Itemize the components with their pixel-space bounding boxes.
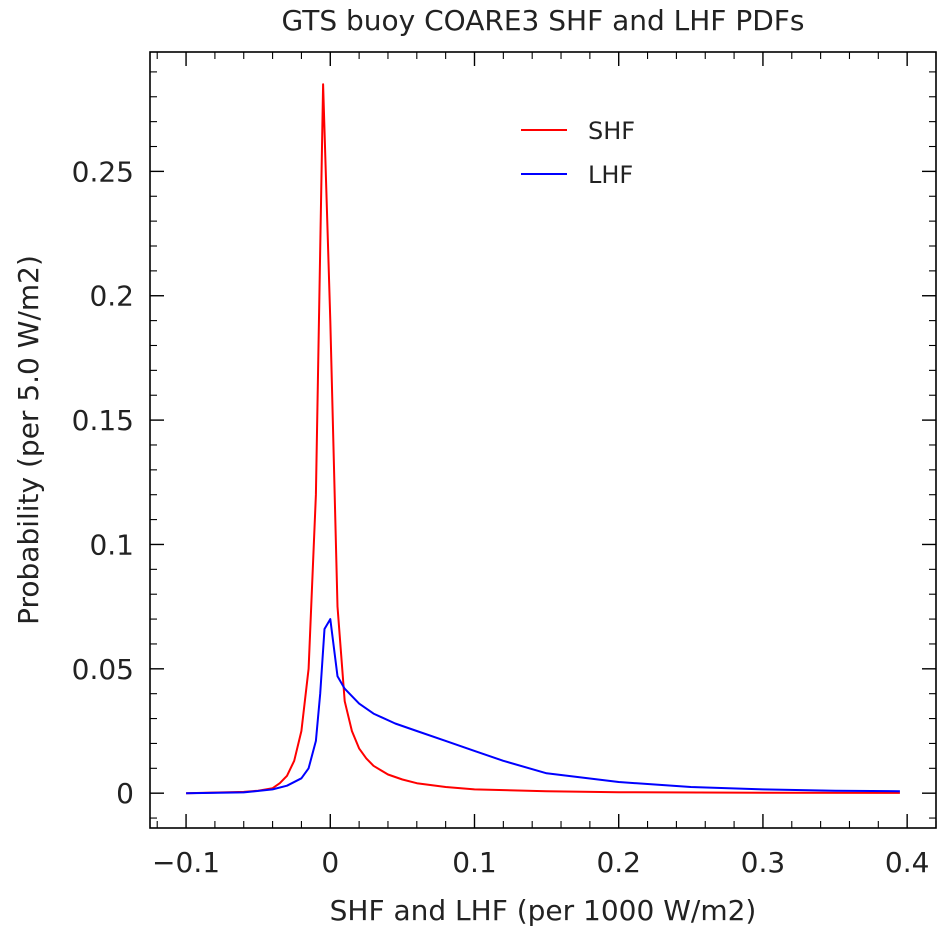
x-axis-label: SHF and LHF (per 1000 W/m2) — [330, 894, 757, 927]
series-line-shf — [186, 83, 900, 795]
y-tick-label: 0.2 — [89, 280, 134, 313]
y-tick-label: 0.25 — [72, 155, 134, 188]
x-tick-label: −0.1 — [152, 846, 220, 879]
legend: SHF LHF — [521, 117, 635, 189]
y-tick-label: 0.1 — [89, 528, 134, 561]
y-axis-label: Probability (per 5.0 W/m2) — [12, 255, 45, 625]
y-tick-label: 0.05 — [72, 653, 134, 686]
x-tick-label: 0.4 — [885, 846, 930, 879]
chart-title: GTS buoy COARE3 SHF and LHF PDFs — [282, 4, 805, 37]
x-tick-label: 0.2 — [596, 846, 641, 879]
series-line-lhf — [186, 618, 900, 795]
x-tick-label: 0.3 — [741, 846, 786, 879]
y-tick-label: 0.15 — [72, 404, 134, 437]
plot-area: −0.1 0 0.1 0.2 0.3 0.4 0 0.05 0.1 0.15 0.2 0.25 — [72, 51, 937, 879]
legend-label-lhf: LHF — [588, 161, 633, 189]
plot-frame — [149, 51, 937, 829]
legend-label-shf: SHF — [588, 117, 635, 145]
x-tick-label: 0.1 — [452, 846, 497, 879]
y-tick-label: 0 — [116, 777, 134, 810]
x-tick-label: 0 — [321, 846, 339, 879]
